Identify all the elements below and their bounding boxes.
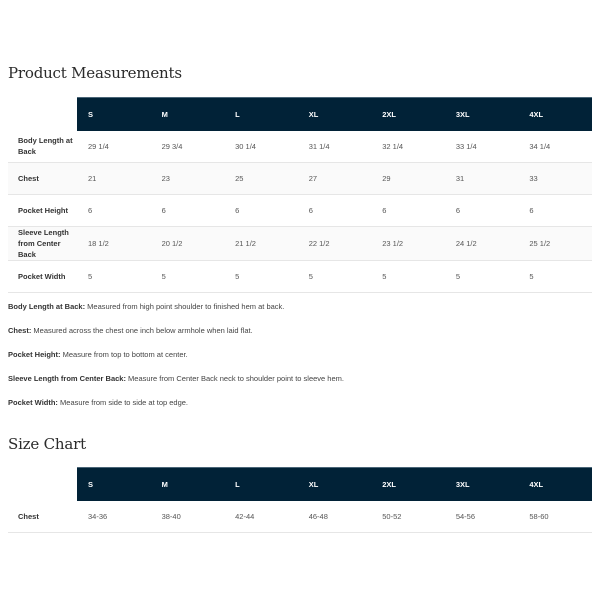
size-header: L (224, 467, 298, 501)
page-title: Product Measurements (8, 64, 182, 82)
blank-header (8, 467, 77, 501)
table-cell: 54-56 (444, 500, 519, 533)
table-cell: 25 (224, 162, 298, 195)
size-header: L (224, 97, 298, 131)
note: Sleeve Length from Center Back: Measure … (8, 374, 344, 398)
size-header: M (150, 467, 225, 501)
size-header: XL (297, 467, 372, 501)
table-cell: 21 (77, 162, 151, 195)
table-row: Body Length at Back 29 1/4 29 3/4 30 1/4 31 … (8, 130, 592, 163)
size-header: 2XL (371, 467, 445, 501)
note: Pocket Width: Measure from side to side … (8, 398, 344, 422)
table-cell: 46-48 (297, 500, 372, 533)
table-cell: 31 (444, 162, 519, 195)
note-text: Measure from top to bottom at center. (60, 350, 188, 359)
table-row: Pocket Width 5 5 5 5 5 5 5 (8, 260, 592, 293)
table-row: Chest 21 23 25 27 29 31 33 (8, 162, 592, 195)
note-term: Pocket Width: (8, 398, 58, 407)
row-label: Pocket Height (8, 194, 77, 227)
size-header: 2XL (371, 97, 445, 131)
size-chart-title: Size Chart (8, 435, 86, 453)
table-cell: 6 (77, 194, 151, 227)
header-row: S M L XL 2XL 3XL 4XL (8, 97, 592, 131)
note: Chest: Measured across the chest one inc… (8, 326, 344, 350)
table-cell: 30 1/4 (224, 130, 298, 163)
size-header: S (77, 97, 151, 131)
header-row: S M L XL 2XL 3XL 4XL (8, 467, 592, 501)
table-cell: 6 (297, 194, 372, 227)
table-row: Sleeve Length from Center Back 18 1/2 20 1… (8, 226, 592, 261)
table-cell: 5 (224, 260, 298, 293)
note-text: Measured from high point shoulder to fin… (85, 302, 285, 311)
table-cell: 22 1/2 (297, 226, 372, 261)
measurement-notes: Body Length at Back: Measured from high … (8, 302, 344, 422)
table-cell: 6 (518, 194, 592, 227)
size-header: 3XL (444, 467, 519, 501)
row-label: Chest (8, 162, 77, 195)
table-cell: 5 (444, 260, 519, 293)
table-cell: 20 1/2 (150, 226, 225, 261)
table-cell: 5 (150, 260, 225, 293)
blank-header (8, 97, 77, 131)
table-cell: 34 1/4 (518, 130, 592, 163)
row-label: Pocket Width (8, 260, 77, 293)
row-label: Chest (8, 500, 77, 533)
note: Body Length at Back: Measured from high … (8, 302, 344, 326)
table-cell: 27 (297, 162, 372, 195)
size-chart-table: S M L XL 2XL 3XL 4XL Chest 34-36 38-40 42-44 46-48… (8, 467, 592, 533)
table-cell: 42-44 (224, 500, 298, 533)
table-cell: 31 1/4 (297, 130, 372, 163)
table-cell: 58-60 (518, 500, 592, 533)
size-header: S (77, 467, 151, 501)
note-term: Pocket Height: (8, 350, 61, 359)
table-cell: 6 (371, 194, 445, 227)
table-cell: 6 (150, 194, 225, 227)
table-cell: 21 1/2 (224, 226, 298, 261)
table-cell: 23 1/2 (371, 226, 445, 261)
table-cell: 5 (518, 260, 592, 293)
table-cell: 5 (77, 260, 151, 293)
table-cell: 18 1/2 (77, 226, 151, 261)
table-cell: 5 (371, 260, 445, 293)
table-cell: 34-36 (77, 500, 151, 533)
table-cell: 5 (297, 260, 372, 293)
table-cell: 23 (150, 162, 225, 195)
table-cell: 29 1/4 (77, 130, 151, 163)
table-cell: 50-52 (371, 500, 445, 533)
measurements-table: S M L XL 2XL 3XL 4XL Body Length at Back 29 1/4… (8, 97, 592, 293)
table-cell: 29 (371, 162, 445, 195)
row-label: Body Length at Back (8, 130, 77, 163)
size-header: XL (297, 97, 372, 131)
note-term: Chest: (8, 326, 32, 335)
row-label: Sleeve Length from Center Back (8, 226, 77, 261)
note-term: Sleeve Length from Center Back: (8, 374, 126, 383)
size-header: 4XL (518, 97, 592, 131)
table-cell: 25 1/2 (518, 226, 592, 261)
note: Pocket Height: Measure from top to botto… (8, 350, 344, 374)
table-cell: 29 3/4 (150, 130, 225, 163)
table-cell: 38-40 (150, 500, 225, 533)
note-text: Measured across the chest one inch below… (31, 326, 253, 335)
table-cell: 33 1/4 (444, 130, 519, 163)
note-term: Body Length at Back: (8, 302, 86, 311)
note-text: Measure from side to side at top edge. (57, 398, 189, 407)
table-cell: 33 (518, 162, 592, 195)
table-row: Chest 34-36 38-40 42-44 46-48 50-52 54-56 58-60 (8, 500, 592, 533)
size-header: 4XL (518, 467, 592, 501)
note-text: Measure from Center Back neck to shoulde… (125, 374, 344, 383)
size-header: 3XL (444, 97, 519, 131)
size-header: M (150, 97, 225, 131)
table-row: Pocket Height 6 6 6 6 6 6 6 (8, 194, 592, 227)
table-cell: 32 1/4 (371, 130, 445, 163)
table-cell: 24 1/2 (444, 226, 519, 261)
table-cell: 6 (224, 194, 298, 227)
table-cell: 6 (444, 194, 519, 227)
